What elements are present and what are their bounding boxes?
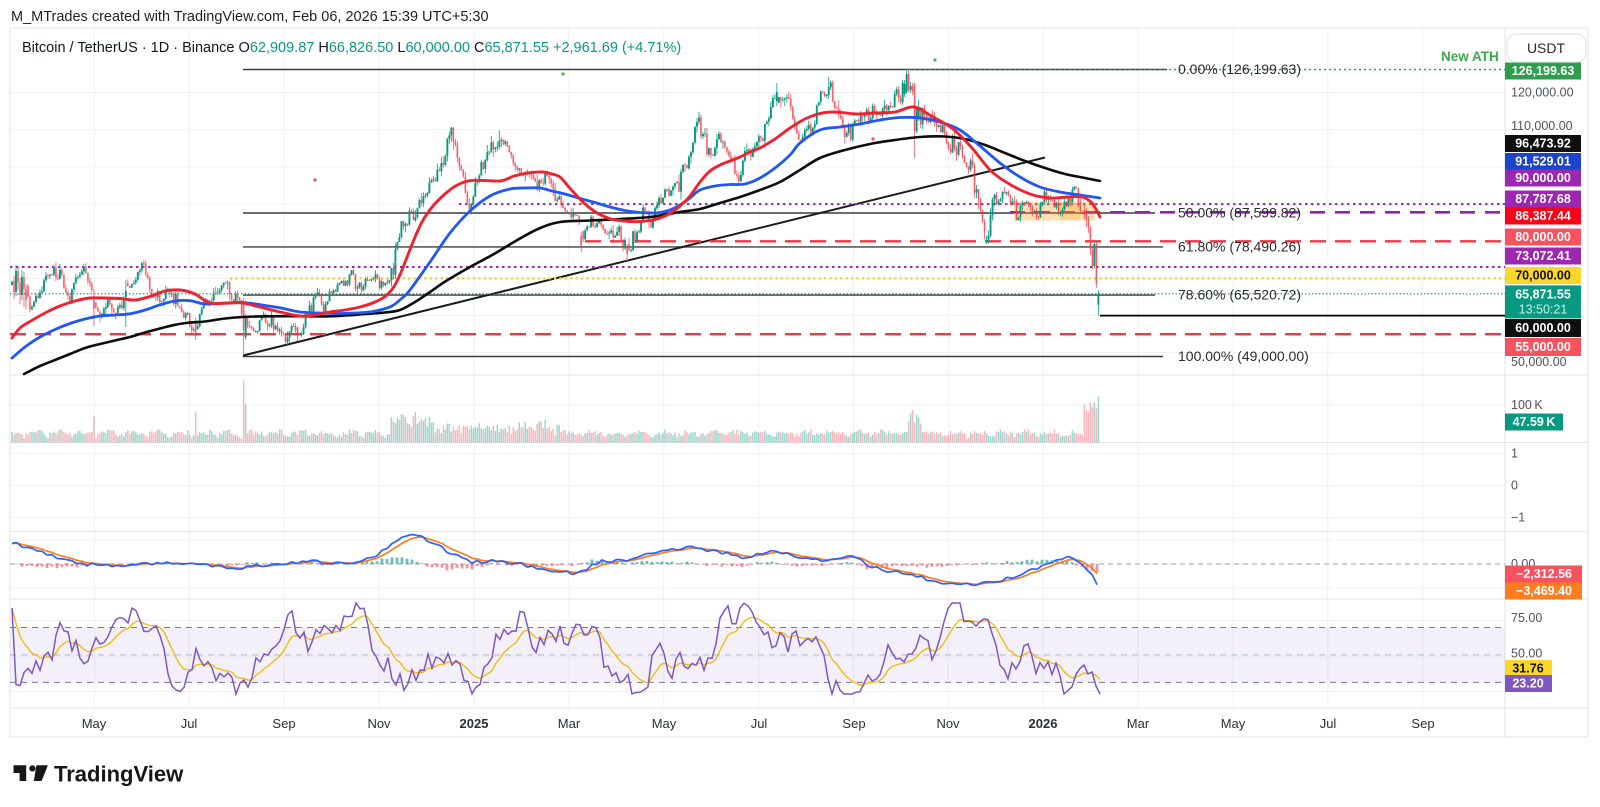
svg-text:91,529.01: 91,529.01 — [1515, 155, 1571, 169]
svg-text:86,387.44: 86,387.44 — [1515, 209, 1571, 223]
svg-text:23.20: 23.20 — [1512, 677, 1543, 691]
svg-text:0.00% (126,199.63): 0.00% (126,199.63) — [1178, 61, 1301, 77]
svg-text:M_MTrades created with Trading: M_MTrades created with TradingView.com, … — [11, 9, 489, 25]
svg-text:55,000.00: 55,000.00 — [1515, 340, 1571, 354]
svg-text:May: May — [82, 716, 107, 731]
svg-text:60,000.00: 60,000.00 — [1515, 321, 1571, 335]
svg-text:−3,469.40: −3,469.40 — [1516, 584, 1572, 598]
svg-text:Bitcoin / TetherUS · 1D · Bina: Bitcoin / TetherUS · 1D · Binance O62,90… — [22, 40, 681, 56]
svg-text:−1: −1 — [1511, 511, 1525, 525]
svg-text:−2,312.56: −2,312.56 — [1516, 567, 1572, 581]
svg-text:May: May — [652, 716, 677, 731]
svg-text:47.59 K: 47.59 K — [1513, 415, 1556, 429]
svg-text:13:50:21: 13:50:21 — [1519, 302, 1568, 316]
svg-text:90,000.00: 90,000.00 — [1515, 171, 1571, 185]
svg-text:65,871.55: 65,871.55 — [1515, 288, 1571, 302]
svg-text:USDT: USDT — [1527, 40, 1566, 56]
svg-text:73,072.41: 73,072.41 — [1515, 249, 1571, 263]
svg-text:0: 0 — [1511, 479, 1518, 493]
svg-text:100 K: 100 K — [1511, 398, 1543, 412]
svg-text:Jul: Jul — [751, 716, 768, 731]
svg-text:87,787.68: 87,787.68 — [1515, 192, 1571, 206]
svg-text:75.00: 75.00 — [1511, 611, 1542, 625]
svg-text:70,000.00: 70,000.00 — [1515, 269, 1571, 283]
svg-text:50.00: 50.00 — [1511, 647, 1542, 661]
svg-text:126,199.63: 126,199.63 — [1512, 64, 1575, 78]
svg-text:Nov: Nov — [367, 716, 391, 731]
svg-text:1: 1 — [1511, 447, 1518, 461]
svg-text:Sep: Sep — [272, 716, 295, 731]
svg-text:Jul: Jul — [1320, 716, 1337, 731]
svg-text:Sep: Sep — [1411, 716, 1434, 731]
svg-text:110,000.00: 110,000.00 — [1511, 119, 1573, 133]
svg-text:Mar: Mar — [558, 716, 581, 731]
svg-text:50.00% (87,599.82): 50.00% (87,599.82) — [1178, 205, 1301, 221]
svg-text:Mar: Mar — [1127, 716, 1150, 731]
svg-text:2026: 2026 — [1029, 716, 1058, 731]
svg-text:Nov: Nov — [936, 716, 960, 731]
svg-text:120,000.00: 120,000.00 — [1511, 86, 1574, 100]
svg-text:Sep: Sep — [842, 716, 865, 731]
svg-text:50,000.00: 50,000.00 — [1511, 355, 1567, 369]
svg-text:78.60% (65,520.72): 78.60% (65,520.72) — [1178, 287, 1301, 303]
svg-text:100.00% (49,000.00): 100.00% (49,000.00) — [1178, 348, 1309, 364]
svg-text:61.80% (78,490.26): 61.80% (78,490.26) — [1178, 238, 1301, 254]
svg-text:2025: 2025 — [460, 716, 489, 731]
svg-text:Jul: Jul — [181, 716, 198, 731]
svg-text:31.76: 31.76 — [1512, 662, 1543, 676]
svg-text:80,000.00: 80,000.00 — [1515, 230, 1571, 244]
svg-text:New ATH: New ATH — [1441, 49, 1499, 64]
svg-text:96,473.92: 96,473.92 — [1515, 137, 1571, 151]
svg-text:May: May — [1221, 716, 1246, 731]
svg-text:TradingView: TradingView — [54, 762, 184, 787]
